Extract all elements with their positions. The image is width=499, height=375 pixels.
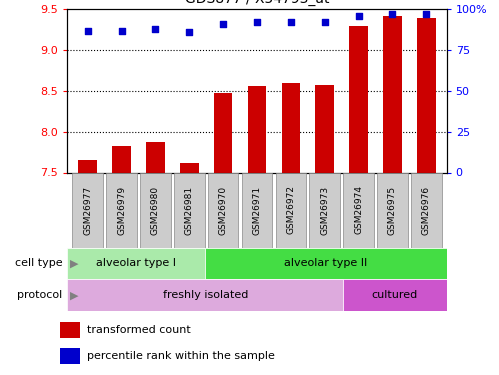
Text: GSM26977: GSM26977 [83,186,92,235]
Text: GSM26971: GSM26971 [252,186,261,235]
Bar [417,18,436,172]
Point [422,11,430,17]
Text: GSM26976: GSM26976 [422,186,431,235]
Text: ▶: ▶ [70,290,78,300]
Bar [78,160,97,172]
Bar [349,26,368,172]
Text: alveolar type II: alveolar type II [284,258,368,268]
Bar [72,172,103,248]
Text: freshly isolated: freshly isolated [163,290,248,300]
Bar [60,322,80,338]
Bar [140,172,171,248]
Bar [248,86,266,172]
Bar [309,172,340,248]
Bar [146,141,165,172]
Point [151,26,159,32]
Bar [180,163,199,172]
Point [118,28,126,34]
Text: GSM26973: GSM26973 [320,186,329,235]
Bar [343,172,374,248]
Point [388,11,396,17]
Bar [205,248,447,279]
Text: GSM26979: GSM26979 [117,186,126,235]
Title: GDS877 / X54793_at: GDS877 / X54793_at [185,0,329,6]
Bar [60,348,80,363]
Bar [242,172,272,248]
Bar [67,279,343,311]
Bar [208,172,239,248]
Text: percentile rank within the sample: percentile rank within the sample [87,351,275,361]
Point [185,29,193,35]
Point [287,20,295,26]
Point [321,20,329,26]
Bar [281,83,300,172]
Text: GSM26980: GSM26980 [151,186,160,235]
Bar [377,172,408,248]
Bar [67,248,205,279]
Text: transformed count: transformed count [87,326,191,335]
Bar [411,172,442,248]
Bar [174,172,205,248]
Point [84,28,92,34]
Text: GSM26970: GSM26970 [219,186,228,235]
Bar [343,279,447,311]
Bar [214,93,233,172]
Text: GSM26981: GSM26981 [185,186,194,235]
Point [355,13,363,19]
Bar [112,146,131,172]
Text: cell type: cell type [15,258,62,268]
Text: alveolar type I: alveolar type I [96,258,176,268]
Point [253,20,261,26]
Text: GSM26975: GSM26975 [388,186,397,235]
Text: cultured: cultured [372,290,418,300]
Bar [315,85,334,172]
Text: GSM26972: GSM26972 [286,186,295,234]
Text: ▶: ▶ [70,258,78,268]
Bar [106,172,137,248]
Text: protocol: protocol [17,290,62,300]
Bar [275,172,306,248]
Point [219,21,227,27]
Bar [383,16,402,173]
Text: GSM26974: GSM26974 [354,186,363,234]
